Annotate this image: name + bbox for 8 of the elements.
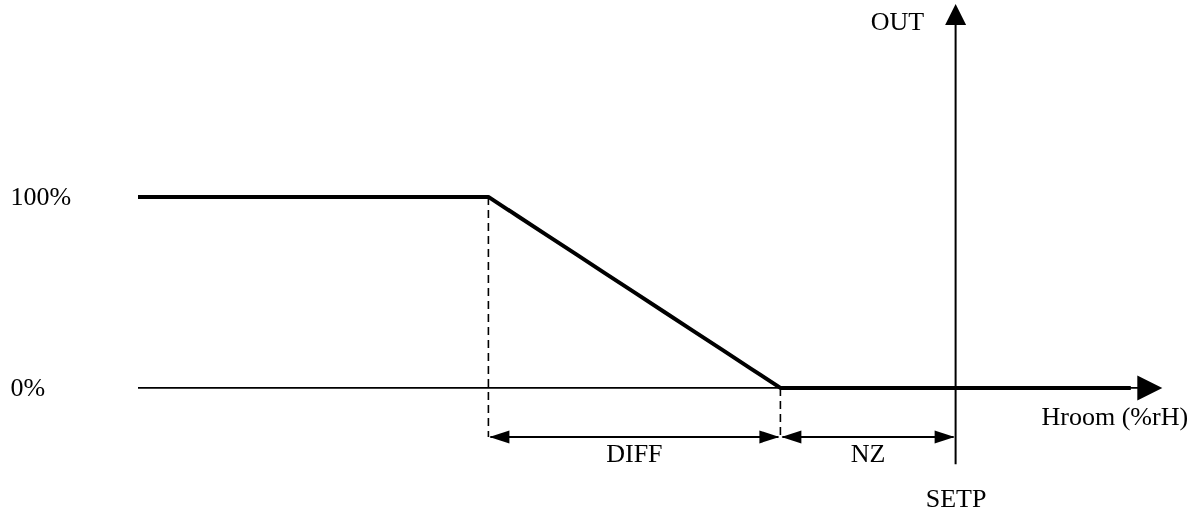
y-tick-label: 0% (10, 373, 46, 403)
y-tick-label: 100% (10, 182, 72, 212)
annotation: NZ (850, 438, 886, 468)
line-series (136, 194, 1133, 390)
x-axis-title: Hroom (%rH) (1041, 402, 1189, 432)
x-tick-label: SETP (925, 484, 987, 513)
annotation: DIFF (606, 438, 663, 468)
y-axis-title: OUT (870, 6, 925, 36)
